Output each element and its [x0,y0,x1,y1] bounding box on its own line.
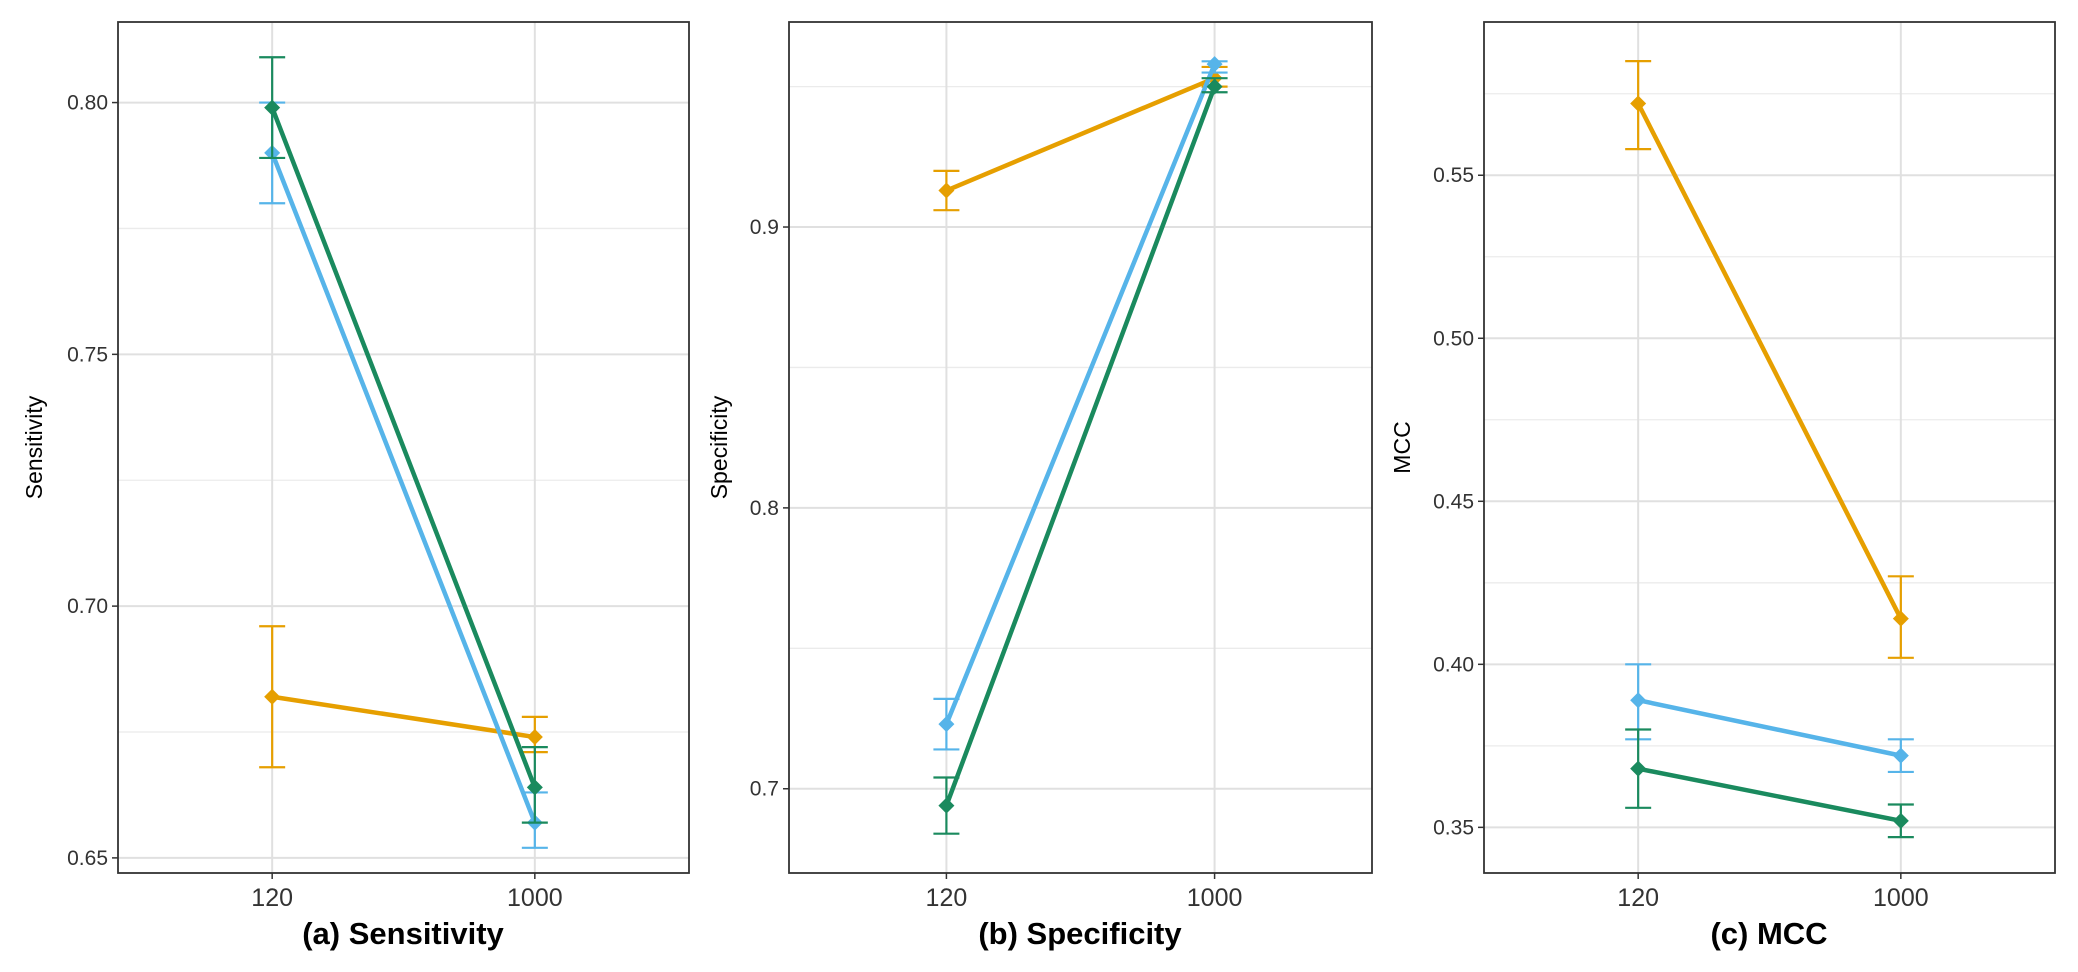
y-tick-label: 0.45 [1433,490,1474,513]
y-axis-title: Sensitivity [21,395,47,499]
y-axis-title: Specificity [706,395,732,499]
data-point-marker [1892,812,1909,829]
y-tick-label: 0.70 [67,595,108,618]
series-3 [1625,728,1914,839]
data-point-marker [1206,78,1223,95]
data-point-marker [264,688,281,705]
panel-border [788,21,1373,874]
y-tick-label: 0.75 [67,343,108,366]
series-2 [1625,663,1914,774]
y-tick-label: 0.40 [1433,653,1474,676]
y-tick-label: 0.35 [1433,816,1474,839]
data-point-marker [1892,747,1909,764]
series-1 [259,625,548,769]
panel-border [117,21,690,874]
panel-caption: (a) Sensitivity [302,916,504,951]
y-tick-label: 0.80 [67,92,108,115]
y-tick-label: 0.9 [750,216,779,239]
series-line [944,75,1217,193]
series-3 [259,56,548,824]
y-tick-label: 0.8 [750,497,779,520]
panel-caption: (b) Specificity [978,916,1182,951]
x-tick-label: 120 [251,884,293,912]
x-tick-label: 1000 [1187,884,1243,912]
data-point-marker [1630,760,1647,777]
data-point-marker [938,797,955,814]
x-tick-label: 1000 [1873,884,1929,912]
series-3 [933,77,1228,835]
x-tick-label: 1000 [507,884,563,912]
series-line [269,105,538,790]
series-line [269,150,538,825]
chart-panel-1: 0.65 0.70 0.75 0.80 120 1000 Sensitivity (a) Se… [21,21,690,951]
x-tick-label: 120 [1617,884,1659,912]
series-line [1635,101,1904,621]
y-tick-label: 0.55 [1433,164,1474,187]
chart-panel-3: 0.35 0.40 0.45 0.50 0.55 120 1000 MCC (c) MCC [1389,21,2056,951]
series-2 [933,56,1228,751]
data-point-marker [526,729,543,746]
data-point-marker [1630,95,1647,112]
series-line [1635,697,1904,758]
y-tick-label: 0.50 [1433,327,1474,350]
series-1 [1625,60,1914,659]
series-2 [259,101,548,849]
series-line [944,84,1217,808]
data-point-marker [1206,56,1223,73]
data-point-marker [1892,610,1909,627]
chart-panel-2: 0.7 0.8 0.9 120 1000 Specificity (b) Specifici… [706,21,1373,951]
data-point-marker [938,716,955,733]
data-point-marker [264,99,281,116]
panel-caption: (c) MCC [1710,916,1827,951]
y-tick-label: 0.7 [750,778,779,801]
panel-border [1483,21,2056,874]
series-line [1635,766,1904,824]
data-point-marker [1630,692,1647,709]
y-tick-label: 0.65 [67,847,108,870]
x-tick-label: 120 [926,884,968,912]
data-point-marker [526,779,543,796]
y-axis-title: MCC [1389,421,1415,473]
series-line [269,694,538,740]
series-line [944,61,1217,727]
data-point-marker [938,182,955,199]
